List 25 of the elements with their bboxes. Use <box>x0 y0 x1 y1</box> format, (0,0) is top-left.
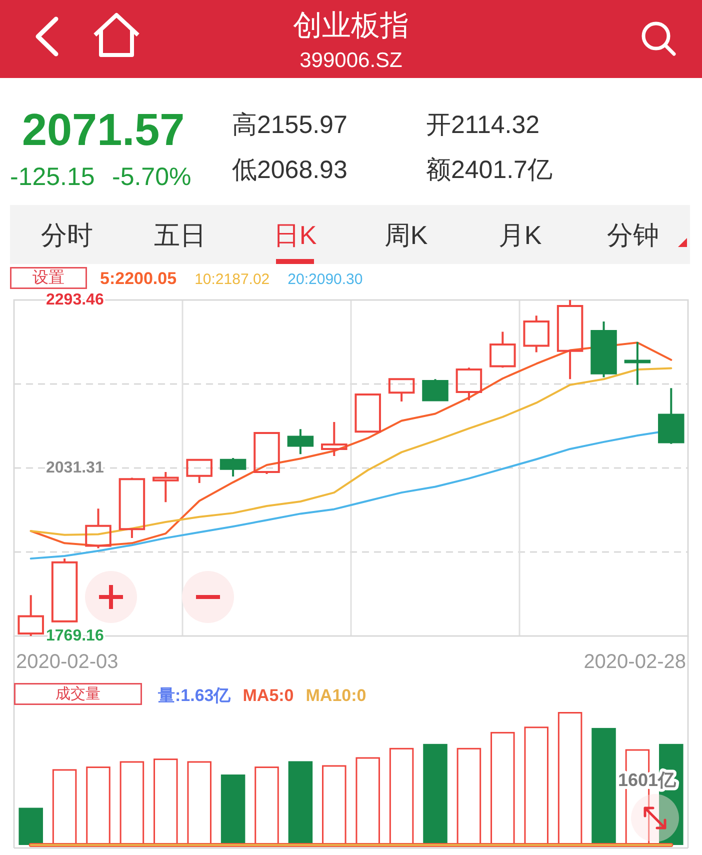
text: 量:1.63亿 <box>157 686 232 705</box>
text: 五日 <box>154 220 206 250</box>
text: 高2155.97 <box>232 111 348 139</box>
text: 创业板指 <box>293 10 409 42</box>
text: -5.70% <box>112 163 192 191</box>
text: 399006.SZ <box>300 49 403 72</box>
text: -125.15 <box>10 163 95 191</box>
text: 分时 <box>41 220 93 250</box>
text: 额2401.7亿 <box>426 156 552 184</box>
button: 设置 <box>10 267 87 289</box>
y-tick-label: 2031.31 <box>46 460 104 476</box>
legend: MA5:0 MA10:0 <box>242 686 366 705</box>
text: 周K <box>384 220 428 250</box>
y-tick-label: 1769.16 <box>46 628 104 644</box>
text: 2020-02-03 <box>16 651 118 673</box>
text: 低2068.93 <box>232 156 348 184</box>
text: 日K <box>273 220 318 250</box>
legend: 5:2200.05 10:2187.02 20:2090.30 <box>100 269 363 288</box>
text: 开2114.32 <box>426 111 540 139</box>
text: 2071.57 <box>22 104 185 155</box>
button: 成交量 <box>14 683 142 705</box>
text: 2020-02-28 <box>584 651 686 673</box>
text: 分钟 <box>607 220 659 250</box>
text: 月K <box>498 220 542 250</box>
y-tick-label: 2293.46 <box>46 292 104 308</box>
